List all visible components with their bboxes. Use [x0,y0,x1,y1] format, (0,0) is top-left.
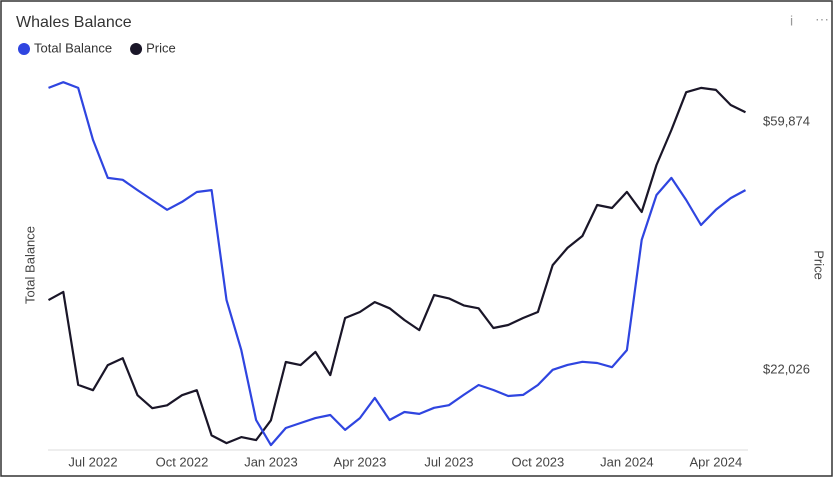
legend-swatch [130,43,143,55]
x-tick-label: Apr 2024 [689,454,742,469]
y-axis-title: Total Balance [22,226,37,304]
legend-label: Price [146,40,176,55]
menu-icon[interactable]: ··· [815,11,829,27]
x-tick-label: Jul 2023 [424,454,473,469]
x-tick-label: Oct 2022 [156,454,209,469]
x-tick-label: Apr 2023 [334,454,387,469]
legend-swatch [18,43,30,55]
series-line [48,81,747,447]
y2-tick-label: $59,874 [763,114,810,129]
chart-title: Whales Balance [16,14,132,31]
x-tick-label: Jul 2022 [68,454,117,469]
series-line [47,86,746,445]
x-tick-label: Oct 2023 [512,454,565,469]
info-icon[interactable]: i [790,13,793,29]
legend-label: Total Balance [34,40,112,55]
legend: Total Balance Price [18,40,176,55]
x-tick-label: Jan 2023 [244,454,298,469]
x-tick-label: Jan 2024 [600,454,654,469]
y2-axis-title: Price [812,250,827,280]
y2-tick-label: $22,026 [763,361,810,376]
